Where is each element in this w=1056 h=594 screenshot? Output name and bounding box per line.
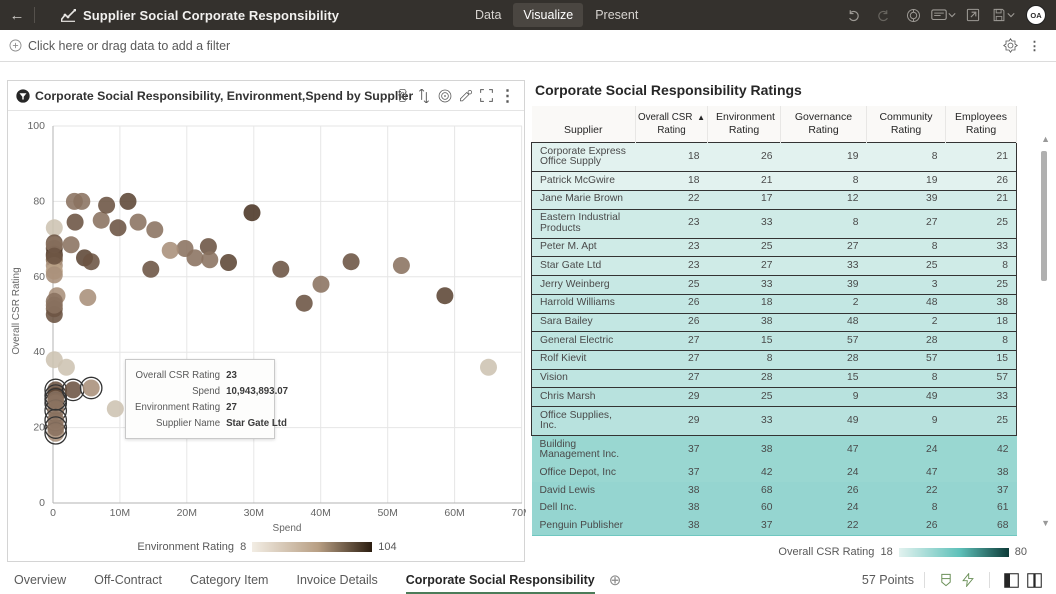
svg-text:60M: 60M <box>444 507 464 519</box>
svg-text:20: 20 <box>33 422 45 434</box>
svg-text:40: 40 <box>33 346 45 358</box>
svg-text:Spend: Spend <box>273 523 302 534</box>
svg-text:50M: 50M <box>377 507 397 519</box>
svg-text:100: 100 <box>27 120 45 132</box>
svg-text:70M: 70M <box>511 507 526 519</box>
svg-text:60: 60 <box>33 271 45 283</box>
svg-text:0: 0 <box>50 507 56 519</box>
svg-text:0: 0 <box>39 497 45 509</box>
svg-text:30M: 30M <box>244 507 264 519</box>
svg-text:20M: 20M <box>177 507 197 519</box>
svg-text:10M: 10M <box>110 507 130 519</box>
svg-text:40M: 40M <box>310 507 330 519</box>
svg-text:80: 80 <box>33 195 45 207</box>
svg-text:Overall CSR Rating: Overall CSR Rating <box>11 267 22 354</box>
